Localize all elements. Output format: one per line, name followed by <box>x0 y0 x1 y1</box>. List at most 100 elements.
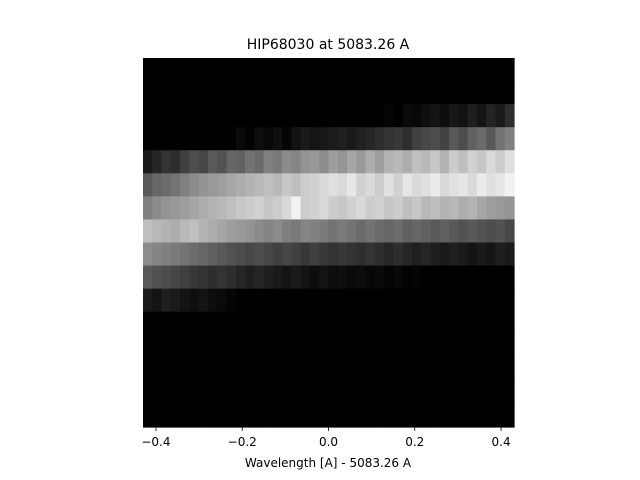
heatmap-cell <box>143 357 153 382</box>
heatmap-cell <box>467 150 478 174</box>
heatmap-cell <box>486 81 497 105</box>
heatmap-cell <box>161 380 172 405</box>
heatmap-cell <box>504 357 515 382</box>
heatmap-cell <box>486 403 497 428</box>
heatmap-cell <box>328 58 339 82</box>
heatmap-cell <box>365 104 376 128</box>
heatmap-cell <box>152 104 163 128</box>
heatmap-cell <box>495 173 506 197</box>
heatmap-cell <box>282 380 293 405</box>
heatmap-cell <box>504 81 515 105</box>
heatmap-cell <box>319 81 330 105</box>
heatmap-cell <box>374 58 385 82</box>
heatmap-cell <box>384 196 395 221</box>
heatmap-cell <box>374 288 385 313</box>
heatmap-cell <box>245 311 255 336</box>
heatmap-cell <box>272 334 283 359</box>
heatmap-cell <box>384 403 395 428</box>
heatmap-cell <box>365 357 376 382</box>
heatmap-cell <box>337 196 348 221</box>
heatmap-cell <box>198 357 209 382</box>
heatmap-cell <box>449 81 459 105</box>
heatmap-cell <box>245 265 255 290</box>
heatmap-cell <box>486 357 497 382</box>
heatmap-cell <box>207 242 218 267</box>
heatmap-cell <box>217 127 228 151</box>
heatmap-cell <box>439 219 450 244</box>
heatmap-cell <box>143 150 153 174</box>
heatmap-cell <box>319 403 330 428</box>
heatmap-cell <box>217 380 228 405</box>
x-axis: −0.4 −0.2 0.0 0.2 0.4 <box>141 426 514 449</box>
heatmap-cell <box>347 104 357 128</box>
heatmap-cell <box>495 196 506 221</box>
heatmap-cell <box>393 173 404 197</box>
heatmap-cell <box>291 357 302 382</box>
x-tick-label: 0.0 <box>319 435 338 449</box>
heatmap-cell <box>272 196 283 221</box>
heatmap-cell <box>300 334 311 359</box>
heatmap-cell <box>300 265 311 290</box>
heatmap-cell <box>384 219 395 244</box>
heatmap-cell <box>319 242 330 267</box>
heatmap-cell <box>337 58 348 82</box>
heatmap-cell <box>411 265 422 290</box>
heatmap-cell <box>226 242 237 267</box>
heatmap-cell <box>245 173 255 197</box>
heatmap-cell <box>309 265 320 290</box>
heatmap-cell <box>245 196 255 221</box>
heatmap-cell <box>458 127 469 151</box>
heatmap-cell <box>300 81 311 105</box>
heatmap-cell <box>245 380 255 405</box>
heatmap-cell <box>263 311 274 336</box>
heatmap-cell <box>356 265 367 290</box>
heatmap-cell <box>235 104 246 128</box>
heatmap-cell <box>263 150 274 174</box>
heatmap-cell <box>393 311 404 336</box>
heatmap-cell <box>347 265 357 290</box>
heatmap-cell <box>189 58 200 82</box>
heatmap-cell <box>143 219 153 244</box>
heatmap-cell <box>207 219 218 244</box>
heatmap-cell <box>430 127 441 151</box>
heatmap-cell <box>402 196 413 221</box>
heatmap-cell <box>486 334 497 359</box>
heatmap-cell <box>254 311 265 336</box>
heatmap-cell <box>458 150 469 174</box>
heatmap-cell <box>421 265 432 290</box>
heatmap-cell <box>319 58 330 82</box>
heatmap-cell <box>439 265 450 290</box>
heatmap-cell <box>411 288 422 313</box>
heatmap-cell <box>291 311 302 336</box>
heatmap-cell <box>245 288 255 313</box>
heatmap-cell <box>430 311 441 336</box>
heatmap-cell <box>309 311 320 336</box>
heatmap-cell <box>161 196 172 221</box>
heatmap-cell <box>180 403 190 428</box>
heatmap-cell <box>217 357 228 382</box>
heatmap-cells <box>143 58 515 428</box>
heatmap-cell <box>300 127 311 151</box>
heatmap-cell <box>143 58 153 82</box>
heatmap-cell <box>495 81 506 105</box>
heatmap-cell <box>328 219 339 244</box>
heatmap-cell <box>495 334 506 359</box>
heatmap-cell <box>235 150 246 174</box>
heatmap-cell <box>198 58 209 82</box>
heatmap-cell <box>226 403 237 428</box>
heatmap-cell <box>143 334 153 359</box>
heatmap-cell <box>272 104 283 128</box>
heatmap-cell <box>476 311 487 336</box>
heatmap-cell <box>365 311 376 336</box>
heatmap-cell <box>328 311 339 336</box>
heatmap-cell <box>421 334 432 359</box>
heatmap-cell <box>180 104 190 128</box>
heatmap-cell <box>430 288 441 313</box>
heatmap-cell <box>235 334 246 359</box>
heatmap-cell <box>226 311 237 336</box>
heatmap-cell <box>347 334 357 359</box>
heatmap-cell <box>411 173 422 197</box>
heatmap-cell <box>458 357 469 382</box>
heatmap-cell <box>254 265 265 290</box>
heatmap-cell <box>272 288 283 313</box>
